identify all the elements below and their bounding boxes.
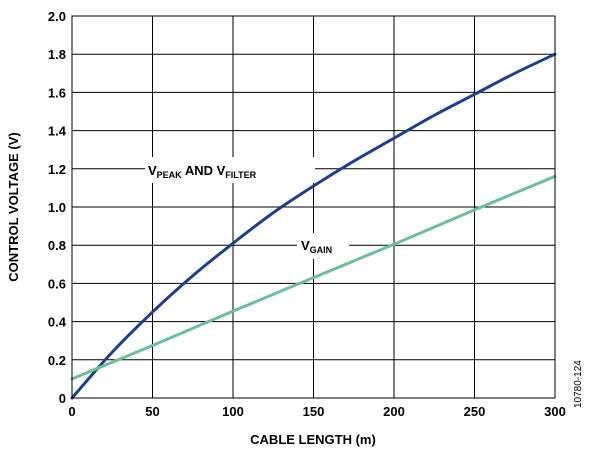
- figure-id: 10780-124: [573, 360, 584, 408]
- series-label-gain-bg: [297, 233, 349, 259]
- series-line-peak-filter: [70, 52, 557, 400]
- y-axis-title: CONTROL VOLTAGE (V): [6, 132, 21, 282]
- gain-v: V: [301, 238, 310, 253]
- x-tick-labels: 0 50 100 150 200 250 300: [68, 404, 565, 419]
- peak-v: V: [148, 163, 157, 178]
- peak-sub: PEAK: [157, 170, 183, 180]
- y-tick-label: 1.6: [48, 85, 66, 100]
- y-tick-label: 0: [59, 391, 66, 406]
- series-label-gain-text: VGAIN: [301, 238, 332, 255]
- y-tick-label: 1.8: [48, 47, 66, 62]
- x-tick-label: 150: [303, 404, 325, 419]
- series-label-gain: VGAIN: [297, 233, 349, 259]
- series-layer: [70, 52, 557, 400]
- x-tick-label: 200: [383, 404, 405, 419]
- y-tick-labels: 0 0.2 0.4 0.6 0.8 1.0 1.2 1.4 1.6 1.8 2.0: [48, 9, 67, 406]
- filter-sub: FILTER: [225, 170, 256, 180]
- series-label-peak-filter-text: VPEAK AND VFILTER: [148, 163, 257, 180]
- x-tick-label: 0: [68, 404, 75, 419]
- x-tick-label: 300: [544, 404, 566, 419]
- y-tick-label: 0.4: [48, 315, 67, 330]
- gain-sub: GAIN: [310, 245, 333, 255]
- x-axis-title: CABLE LENGTH (m): [250, 432, 376, 447]
- series-label-peak-filter-bg: [145, 157, 315, 183]
- y-tick-label: 1.0: [48, 200, 66, 215]
- y-tick-label: 2.0: [48, 9, 66, 24]
- plot-frame: [71, 15, 556, 399]
- y-tick-label: 0.2: [48, 353, 66, 368]
- peak-and: AND V: [182, 163, 226, 178]
- series-label-peak-filter: VPEAK AND VFILTER: [145, 157, 315, 183]
- y-tick-label: 1.4: [48, 124, 67, 139]
- y-tick-label: 1.2: [48, 162, 66, 177]
- series-line-gain: [70, 174, 557, 381]
- x-tick-label: 250: [464, 404, 486, 419]
- y-tick-label: 0.6: [48, 276, 66, 291]
- y-tick-label: 0.8: [48, 238, 66, 253]
- x-tick-label: 100: [222, 404, 244, 419]
- x-tick-label: 50: [145, 404, 159, 419]
